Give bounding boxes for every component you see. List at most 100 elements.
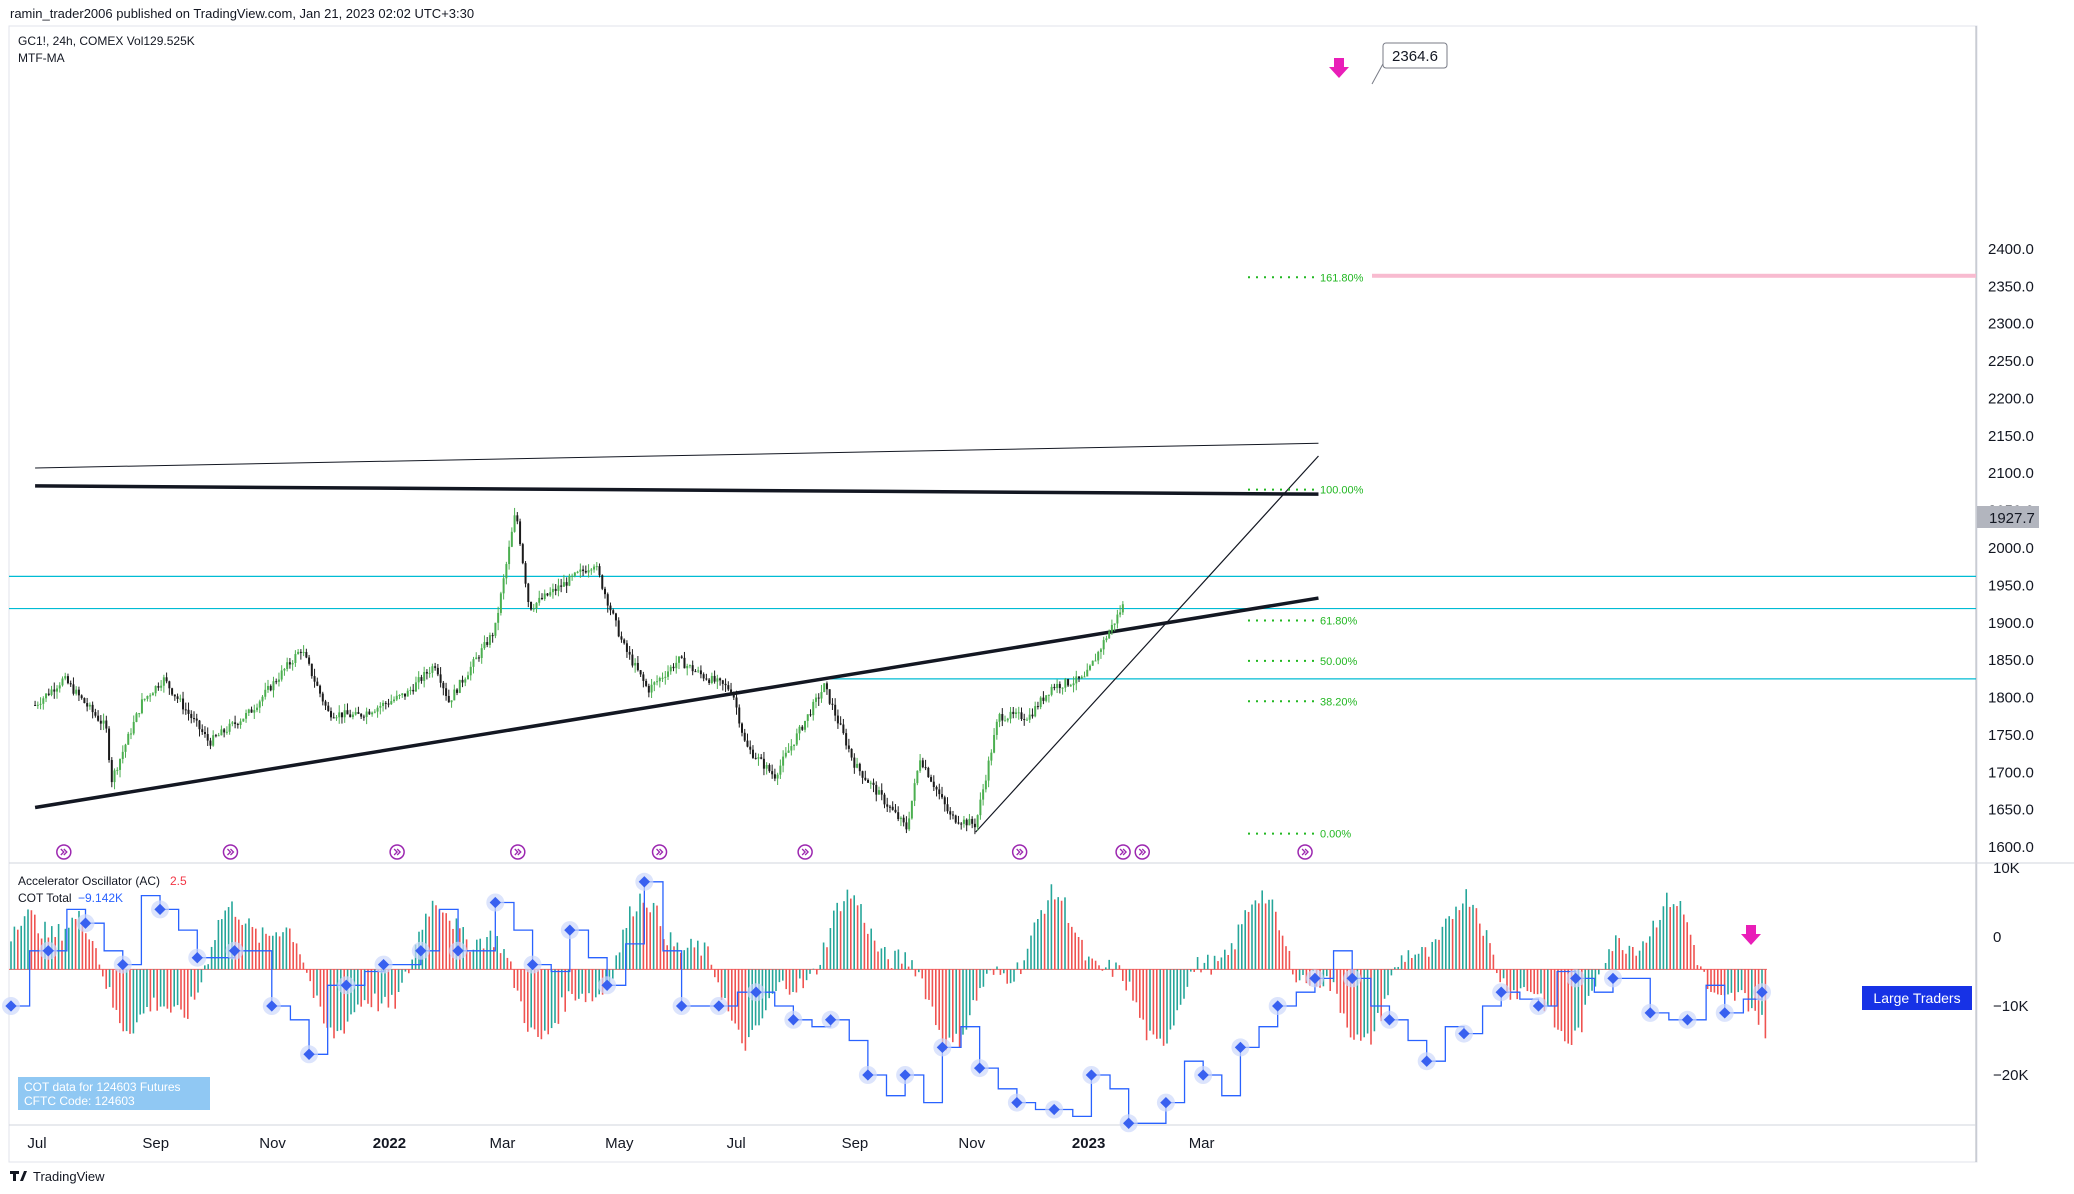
candle-body [338, 712, 341, 718]
time-tick-label: 2023 [1072, 1135, 1105, 1152]
candle-body [820, 692, 823, 699]
fib-level-label: 38.20% [1320, 696, 1358, 708]
candle-body [83, 698, 86, 704]
candle-body [612, 610, 615, 614]
candle-body [119, 759, 122, 770]
candle-body [735, 697, 738, 708]
indicator-legend-mtf[interactable]: MTF-MA [18, 51, 65, 65]
price-tick-label: 1900.0 [1988, 615, 2034, 632]
candle-body [58, 685, 61, 689]
candle-body [242, 718, 245, 722]
candle-body [998, 714, 1001, 722]
cot-node-marker [415, 945, 427, 957]
candle-body [450, 700, 453, 703]
candle-body [179, 698, 182, 700]
candle-body [173, 694, 176, 697]
candle-body [976, 815, 979, 828]
target-callout-box[interactable] [1382, 42, 1448, 69]
candle-body [165, 677, 168, 682]
ac-legend-title[interactable]: Accelerator Oscillator (AC) [18, 874, 160, 888]
candle-body [256, 707, 259, 711]
price-tick-label: 2400.0 [1988, 241, 2034, 258]
event-arrow-glyph [227, 848, 235, 856]
indicator-pane[interactable] [2, 872, 1771, 1133]
candle-body [362, 716, 365, 718]
cot-node-marker [936, 1041, 949, 1054]
candle-body [116, 769, 119, 771]
candle-body [143, 698, 146, 700]
candle-body [398, 694, 401, 696]
cot-node-marker [1272, 1000, 1284, 1012]
candle-body [475, 657, 478, 660]
candle-body [209, 740, 212, 746]
candle-body [47, 693, 50, 695]
candle-body [349, 714, 352, 718]
cot-node-marker [1011, 1096, 1023, 1109]
candle-body [151, 693, 154, 696]
price-pane[interactable]: 0.00% 38.20% 50.00% 61.80% 100.00% 161.80% [9, 58, 1976, 945]
candle-body [384, 702, 387, 704]
candle-body [519, 521, 522, 545]
candle-body [631, 654, 634, 666]
candle-body [305, 652, 308, 658]
candle-body [776, 774, 779, 779]
cot-legend-title[interactable]: COT Total [18, 891, 72, 905]
candle-body [516, 515, 519, 522]
candle-body [782, 756, 785, 766]
candle-body [291, 662, 294, 665]
candle-body [771, 771, 774, 775]
candle-body [288, 662, 291, 665]
cot-node-marker [377, 958, 390, 971]
candle-body [395, 695, 398, 700]
trendline-lower-thick[interactable] [34, 596, 1319, 810]
candle-body [957, 822, 960, 824]
candle-body [527, 583, 530, 602]
trendline-rising-thin[interactable] [975, 455, 1319, 833]
candle-body [171, 688, 174, 695]
cot-node-marker [191, 952, 203, 964]
candle-body [897, 812, 900, 820]
candle-body [677, 656, 680, 663]
candle-body [64, 676, 67, 679]
trendline-upper-thick[interactable] [35, 484, 1319, 496]
candle-body [50, 689, 53, 695]
candle-body [1006, 718, 1009, 721]
target-band[interactable] [1372, 273, 1976, 278]
candle-body [1009, 711, 1012, 719]
candle-body [688, 665, 691, 667]
candle-body [198, 720, 201, 730]
time-tick-label: Sep [842, 1135, 869, 1152]
candle-body [1102, 640, 1105, 650]
candle-body [335, 717, 338, 719]
symbol-legend[interactable]: GC1!, 24h, COMEX Vol129.525K [18, 34, 195, 48]
candle-body [532, 608, 535, 610]
trendline-upper-thin[interactable] [35, 442, 1319, 469]
candle-body [716, 678, 719, 682]
candle-body [847, 745, 850, 749]
candle-body [647, 685, 650, 693]
fib-level-label: 100.00% [1320, 485, 1364, 497]
candle-body [94, 712, 97, 716]
cot-node-marker [787, 1014, 800, 1026]
candle-body [606, 594, 609, 606]
candle-body [510, 531, 513, 547]
price-tick-label: 1650.0 [1988, 802, 2034, 819]
time-tick-label: Jul [727, 1135, 746, 1152]
candle-body [1116, 614, 1119, 624]
candle-body [447, 695, 450, 703]
candle-body [804, 720, 807, 730]
candle-body [488, 635, 491, 645]
candle-body [1119, 612, 1122, 615]
candle-body [154, 686, 157, 694]
candle-body [968, 818, 971, 826]
event-arrow-glyph [60, 848, 68, 856]
candle-body [313, 676, 316, 682]
candle-body [551, 588, 554, 593]
candle-body [730, 689, 733, 694]
candle-body [184, 709, 187, 711]
candle-body [228, 723, 231, 732]
candle-body [1004, 720, 1007, 722]
fib-level-label: 50.00% [1320, 656, 1358, 668]
candle-body [1036, 706, 1039, 708]
candle-body [357, 712, 360, 714]
